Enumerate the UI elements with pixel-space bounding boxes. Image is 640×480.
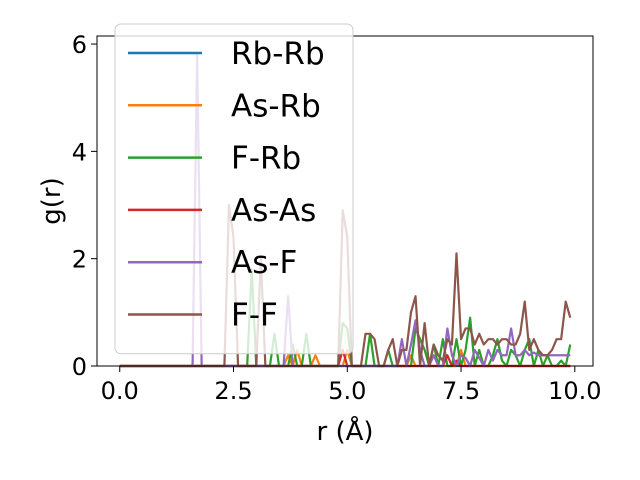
y-tick-label-1: 2 [72, 246, 87, 274]
x-tick-label-3: 7.5 [442, 377, 480, 405]
x-tick-label-0: 0.0 [101, 377, 139, 405]
y-tick-label-0: 0 [72, 353, 87, 381]
legend-label-4: As-F [231, 245, 297, 281]
legend-label-2: F-Rb [231, 141, 301, 177]
legend: Rb-Rb As-Rb F-Rb As-As As-F F-F [114, 23, 354, 355]
x-tick-label-1: 2.5 [214, 377, 252, 405]
y-axis-label: g(r) [37, 177, 67, 224]
legend-label-0: Rb-Rb [231, 36, 325, 72]
y-tick-label-2: 4 [72, 138, 87, 166]
legend-label-1: As-Rb [231, 88, 321, 124]
legend-label-5: F-F [231, 298, 278, 334]
axis-ticks: 0.0 2.5 5.0 7.5 10.0 0 2 4 6 [72, 31, 602, 405]
x-tick-label-2: 5.0 [328, 377, 366, 405]
y-tick-label-3: 6 [72, 31, 87, 59]
legend-label-3: As-As [231, 193, 316, 229]
x-tick-label-4: 10.0 [548, 377, 601, 405]
x-axis-label: r (Å) [316, 415, 373, 447]
